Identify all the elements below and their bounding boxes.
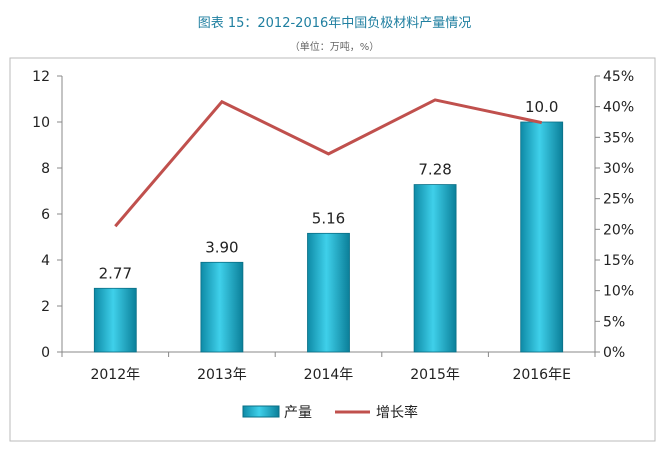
- bar: [93, 287, 137, 353]
- right-tick-label: 30%: [603, 161, 634, 177]
- left-tick-label: 8: [41, 161, 50, 177]
- left-tick-label: 2: [41, 299, 50, 315]
- right-tick-label: 5%: [603, 314, 625, 330]
- x-tick-label: 2015年: [410, 367, 460, 383]
- left-tick-label: 12: [32, 69, 50, 85]
- chart-frame: [9, 57, 656, 442]
- data-label: 2.77: [99, 264, 132, 282]
- data-label: 10.0: [525, 98, 558, 116]
- right-tick-label: 10%: [603, 284, 634, 300]
- legend-label-line: 增长率: [376, 404, 418, 421]
- bar: [413, 184, 457, 353]
- left-tick-label: 6: [41, 207, 50, 223]
- bar: [200, 261, 244, 353]
- legend-label-bar: 产量: [284, 405, 312, 421]
- x-tick-label: 2012年: [90, 367, 140, 383]
- x-tick-label: 2016年E: [512, 367, 570, 383]
- x-tick-label: 2014年: [304, 367, 354, 383]
- left-tick-label: 0: [41, 345, 50, 361]
- data-label: 7.28: [418, 161, 451, 179]
- legend-swatch-bar: [242, 405, 280, 418]
- left-tick-label: 10: [32, 115, 50, 131]
- right-tick-label: 40%: [603, 100, 634, 116]
- left-tick-label: 4: [41, 253, 50, 269]
- data-label: 5.16: [312, 209, 345, 227]
- chart-title: 图表 15：2012-2016年中国负极材料产量情况: [197, 16, 472, 31]
- bar: [307, 232, 350, 353]
- chart-subtitle: （单位：万吨，%）: [289, 42, 380, 53]
- bar: [520, 121, 564, 353]
- x-tick-label: 2013年: [197, 367, 247, 383]
- right-tick-label: 45%: [603, 69, 634, 85]
- right-tick-label: 35%: [603, 130, 634, 146]
- right-tick-label: 25%: [603, 192, 634, 208]
- right-tick-label: 0%: [603, 345, 625, 361]
- right-tick-label: 20%: [603, 222, 634, 238]
- right-tick-label: 15%: [603, 253, 634, 269]
- growth-line: [114, 98, 543, 228]
- data-label: 3.90: [205, 238, 238, 256]
